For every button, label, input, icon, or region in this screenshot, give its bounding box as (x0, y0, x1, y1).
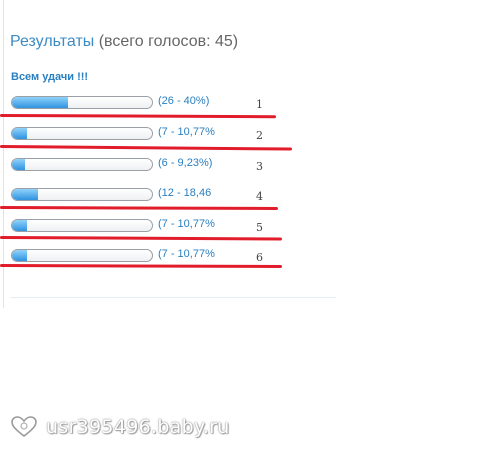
poll-option-result: (6 - 9,23%) (158, 157, 213, 169)
poll-option-bar (11, 158, 153, 171)
poll-option-number: 1 (256, 98, 263, 111)
poll-option-row-1: (26 - 40%) 1 (0, 95, 300, 118)
poll-question: Всем удачи !!! (11, 71, 89, 83)
poll-option-result: (7 - 10,77% (158, 218, 215, 230)
poll-option-bar-fill (12, 97, 68, 108)
poll-option-row-3: (6 - 9,23%) 3 (0, 157, 300, 180)
poll-title: Результаты (всего голосов: 45) (10, 33, 238, 51)
poll-option-row-4: (12 - 18,46 4 (0, 187, 300, 210)
watermark-text: usr395496.baby.ru (46, 416, 230, 438)
poll-option-number: 5 (256, 221, 263, 234)
poll-option-result: (7 - 10,77% (158, 248, 215, 260)
poll-title-label: Результаты (10, 33, 95, 50)
poll-option-number: 6 (256, 251, 263, 264)
poll-option-bar (11, 188, 153, 201)
content-left-border (3, 0, 4, 308)
poll-total-votes: (всего голосов: 45) (98, 33, 239, 50)
poll-option-result: (26 - 40%) (158, 95, 210, 107)
poll-option-result: (12 - 18,46 (158, 187, 212, 199)
poll-option-result: (7 - 10,77% (158, 126, 215, 138)
poll-option-number: 2 (256, 129, 263, 142)
poll-option-bar (11, 127, 153, 140)
poll-option-number: 3 (256, 160, 263, 173)
poll-option-bar (11, 96, 153, 109)
poll-option-number: 4 (256, 190, 263, 203)
poll-option-row-6: (7 - 10,77% 6 (0, 248, 300, 271)
poll-option-bar-fill (12, 220, 28, 231)
poll-option-bar-fill (12, 250, 28, 261)
poll-option-row-5: (7 - 10,77% 5 (0, 218, 300, 241)
baby-ru-logo-icon (11, 416, 37, 438)
poll-option-bar (11, 219, 153, 232)
section-divider (10, 297, 336, 298)
poll-option-bar-fill (12, 128, 28, 139)
poll-option-row-2: (7 - 10,77% 2 (0, 126, 300, 149)
poll-option-bar (11, 249, 153, 262)
poll-option-bar-fill (12, 189, 38, 200)
watermark: usr395496.baby.ru (10, 414, 230, 440)
poll-option-bar-fill (12, 159, 25, 170)
